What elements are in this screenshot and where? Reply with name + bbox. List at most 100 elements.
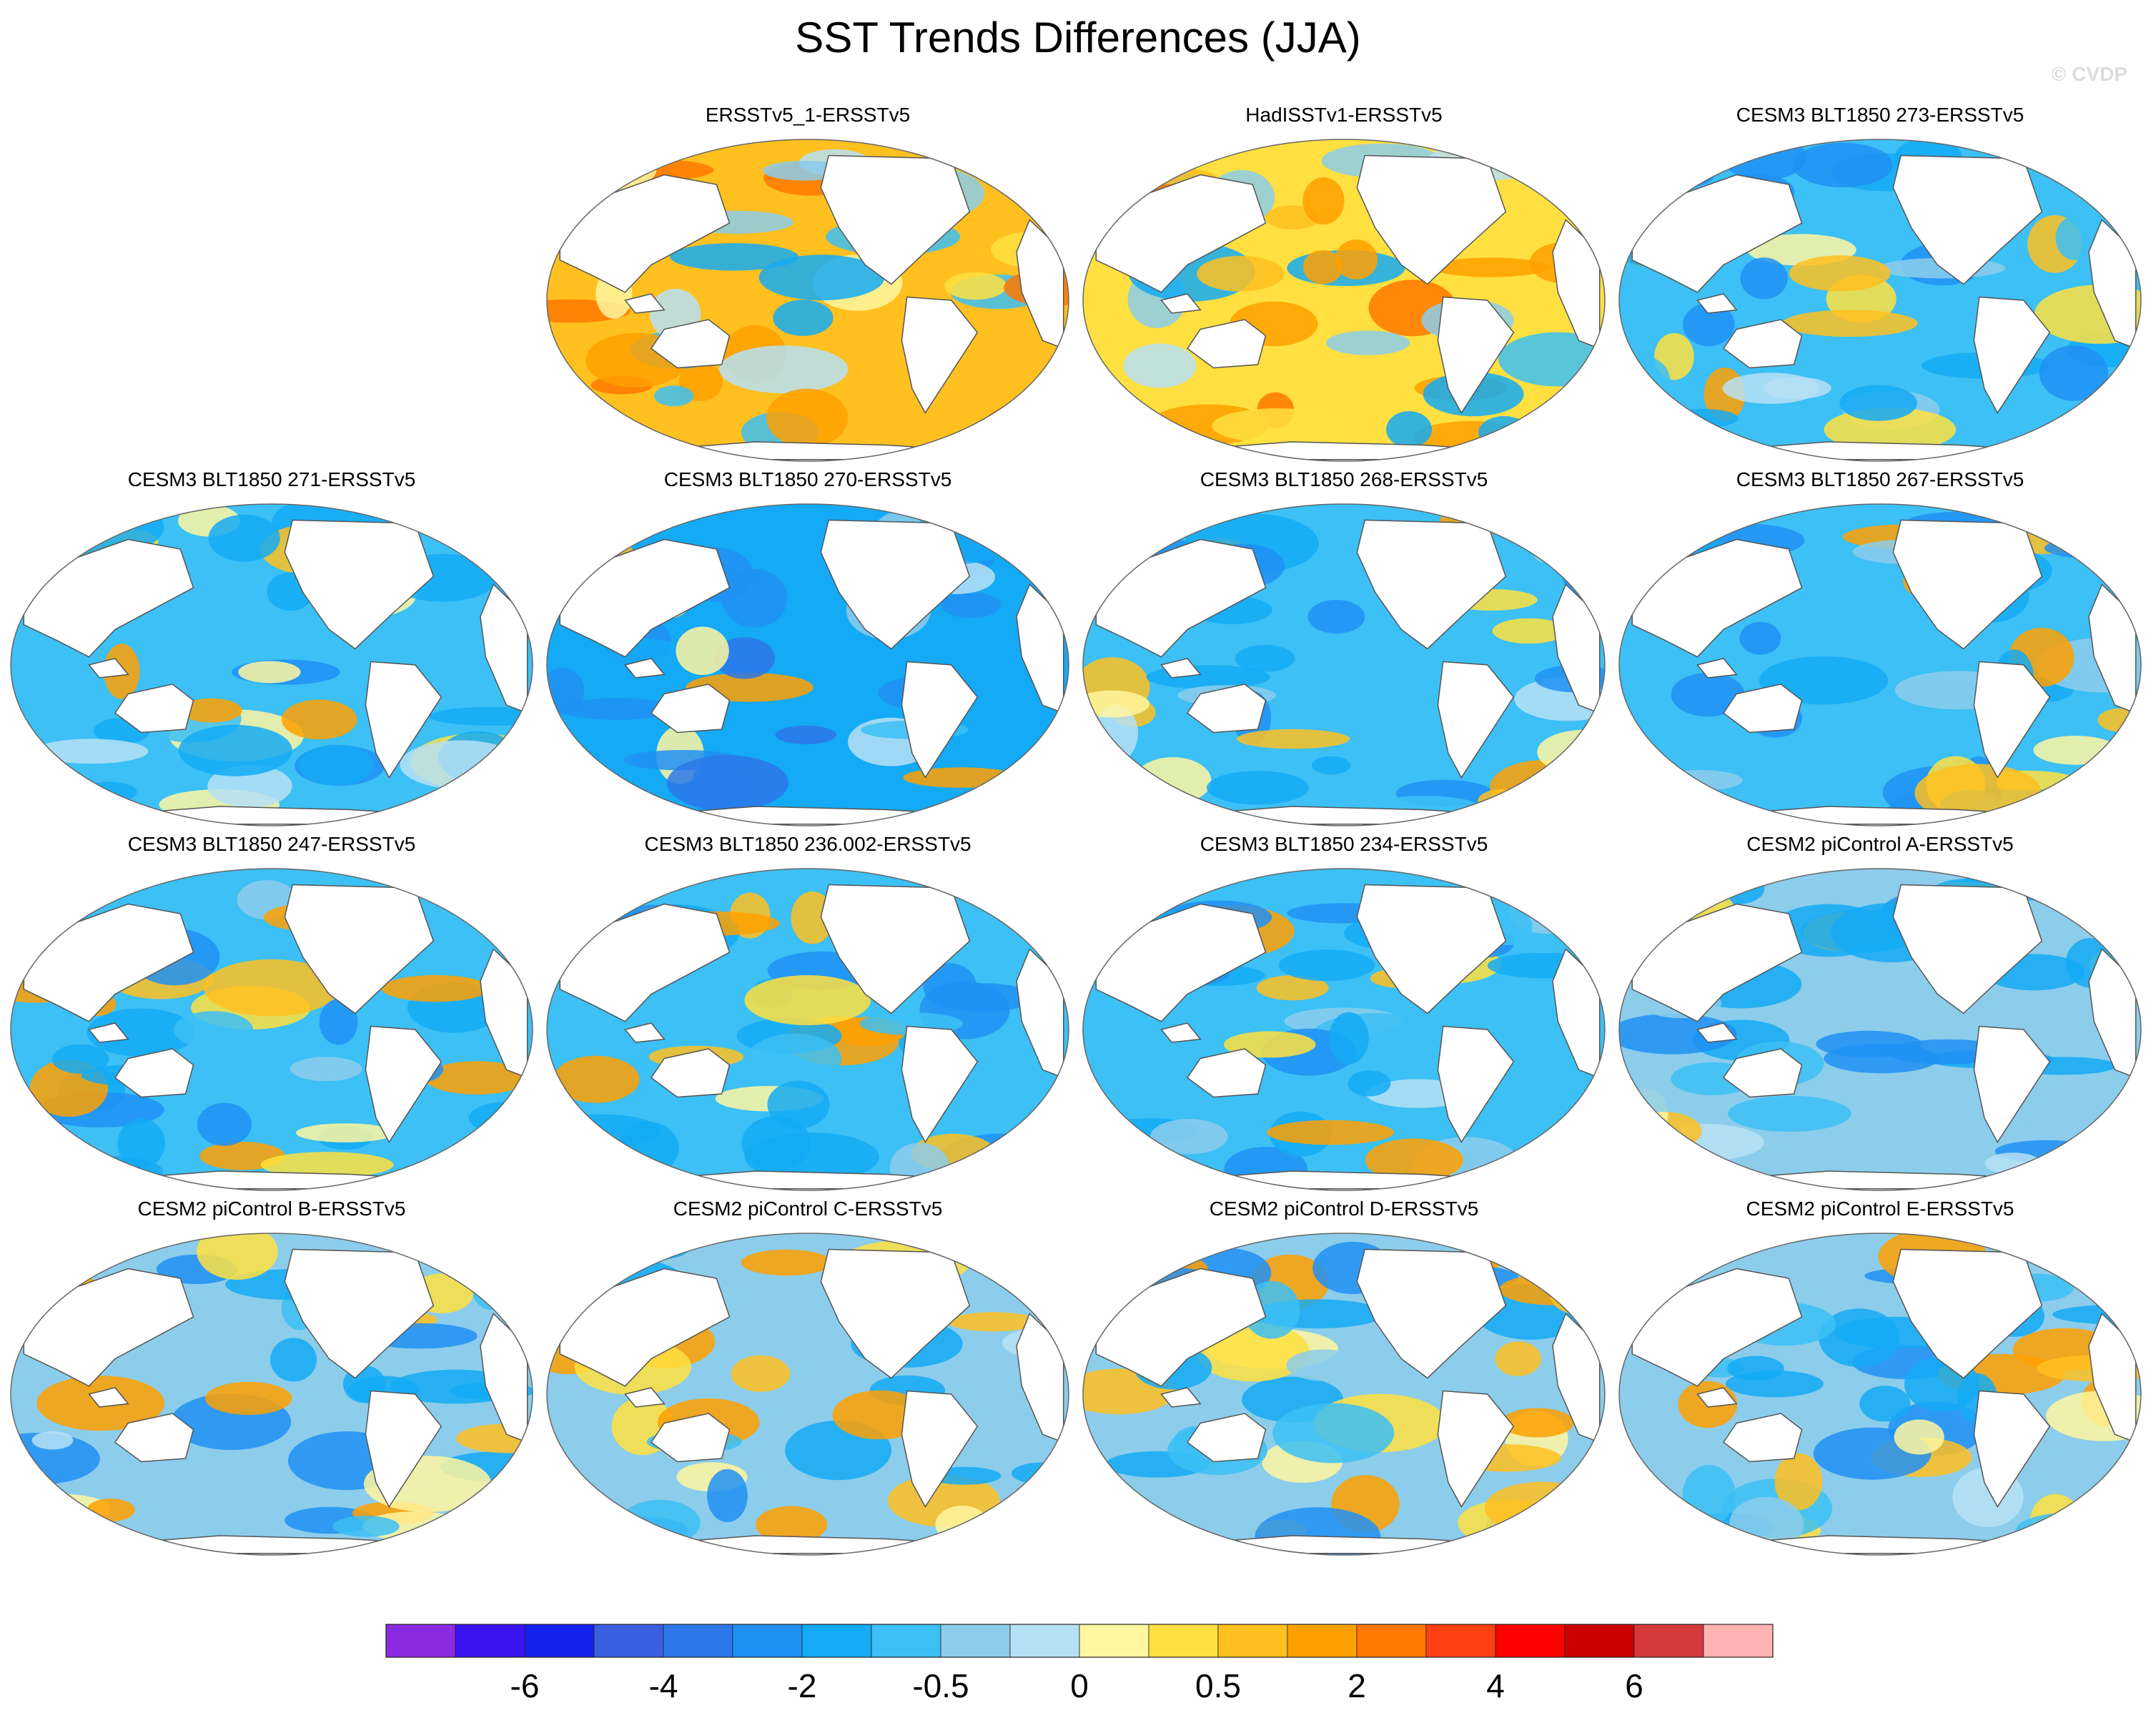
land-mass bbox=[820, 1248, 971, 1379]
land-mass bbox=[1095, 903, 1267, 1022]
land-mass bbox=[1186, 319, 1267, 369]
panel-title: CESM3 BLT1850 270-ERSSTv5 bbox=[664, 468, 952, 490]
land-mass bbox=[901, 1390, 979, 1508]
sst-anomaly-blob bbox=[758, 255, 885, 301]
sst-anomaly-blob bbox=[670, 243, 798, 271]
land-mass bbox=[1631, 903, 1803, 1022]
sst-anomaly-blob bbox=[178, 724, 292, 776]
land-mass bbox=[1696, 658, 1738, 678]
map-outline bbox=[1618, 1233, 2142, 1556]
panel-title: CESM3 BLT1850 268-ERSSTv5 bbox=[1200, 468, 1488, 490]
land-mass bbox=[1631, 538, 1803, 658]
sst-anomaly-blob bbox=[937, 983, 1033, 1012]
map-outline bbox=[1618, 139, 2142, 462]
land-mass bbox=[901, 296, 979, 414]
sst-anomaly-blob bbox=[1150, 1119, 1228, 1155]
sst-anomaly-blob bbox=[1302, 250, 1343, 285]
land-mass bbox=[1973, 296, 2051, 414]
map-panel: CESM2 piControl A-ERSSTv5 bbox=[1618, 833, 2142, 1191]
sst-anomaly-blob bbox=[270, 1338, 317, 1382]
sst-anomaly-blob bbox=[1671, 672, 1745, 717]
colorbar-tick-label: -4 bbox=[649, 1667, 678, 1704]
land-mass bbox=[559, 1268, 731, 1387]
land-mass bbox=[1892, 884, 2043, 1014]
colorbar-tick-label: -0.5 bbox=[912, 1667, 969, 1704]
land-mass bbox=[1160, 293, 1202, 314]
panel-title: CESM3 BLT1850 267-ERSSTv5 bbox=[1736, 468, 2024, 490]
land-mass bbox=[284, 884, 435, 1014]
land-mass bbox=[1722, 1413, 1803, 1463]
sst-anomaly-blob bbox=[1619, 1013, 1738, 1055]
land-mass bbox=[624, 293, 666, 314]
sst-anomaly-blob bbox=[791, 892, 834, 944]
map-outline bbox=[546, 139, 1069, 462]
sst-anomaly-blob bbox=[714, 637, 775, 679]
land-mass bbox=[114, 1048, 194, 1098]
map-panel: CESM3 BLT1850 271-ERSSTv5 bbox=[10, 468, 533, 826]
land-mass bbox=[284, 1248, 435, 1379]
sst-anomaly-blob bbox=[319, 999, 358, 1045]
map-panel: HadISSTv1-ERSSTv5 bbox=[1082, 104, 1606, 462]
sst-anomaly-blob bbox=[1789, 255, 1891, 292]
sst-anomaly-blob bbox=[654, 385, 694, 407]
land-mass bbox=[284, 519, 435, 650]
sst-anomaly-blob bbox=[173, 1011, 254, 1049]
land-mass bbox=[624, 1022, 666, 1043]
sst-anomaly-blob bbox=[747, 1033, 842, 1084]
colorbar-swatch bbox=[1217, 1624, 1288, 1658]
sst-anomaly-blob bbox=[1750, 393, 1848, 436]
sst-anomaly-blob bbox=[2039, 345, 2109, 401]
land-mass bbox=[88, 1387, 129, 1408]
land-mass bbox=[559, 538, 731, 658]
land-mass bbox=[1356, 519, 1507, 650]
sst-anomaly-blob bbox=[1335, 240, 1378, 280]
land-mass bbox=[1722, 683, 1803, 734]
land-mass bbox=[1186, 683, 1267, 734]
colorbar-tick-label: 0 bbox=[1070, 1667, 1089, 1704]
sst-anomaly-blob bbox=[1774, 1453, 1823, 1511]
sst-anomaly-blob bbox=[31, 1431, 74, 1450]
land-mass bbox=[650, 319, 731, 369]
land-mass bbox=[1437, 296, 1515, 414]
sst-anomaly-blob bbox=[1272, 1403, 1395, 1463]
sst-anomaly-blob bbox=[1278, 949, 1375, 982]
sst-anomaly-blob bbox=[2055, 215, 2095, 260]
sst-anomaly-blob bbox=[51, 1044, 109, 1074]
colorbar-swatch bbox=[1287, 1624, 1358, 1658]
sst-anomaly-blob bbox=[1307, 600, 1365, 634]
sst-anomaly-blob bbox=[1197, 255, 1285, 292]
land-mass bbox=[1356, 884, 1507, 1014]
colorbar-swatch bbox=[593, 1624, 664, 1658]
panel-title: HadISSTv1-ERSSTv5 bbox=[1245, 104, 1442, 126]
sst-anomaly-blob bbox=[559, 698, 675, 720]
colorbar-tick-label: -2 bbox=[788, 1667, 817, 1704]
sst-anomaly-blob bbox=[1782, 310, 1918, 337]
colorbar-swatch bbox=[1703, 1624, 1774, 1658]
land-mass bbox=[650, 683, 731, 734]
land-mass bbox=[23, 1268, 194, 1387]
land-mass bbox=[624, 1387, 666, 1408]
sst-anomaly-blob bbox=[744, 1132, 879, 1182]
sst-anomaly-blob bbox=[948, 1312, 1039, 1332]
map-outline bbox=[1082, 139, 1606, 462]
sst-anomaly-blob bbox=[1824, 408, 1957, 452]
panel-title: CESM2 piControl A-ERSSTv5 bbox=[1746, 833, 2013, 855]
colorbar-swatch bbox=[1009, 1624, 1080, 1658]
land-mass bbox=[365, 1025, 442, 1143]
map-outline bbox=[1618, 868, 2142, 1191]
land-mass bbox=[901, 1025, 979, 1143]
colorbar-swatch bbox=[455, 1624, 525, 1658]
sst-anomaly-blob bbox=[204, 959, 340, 1017]
land-mass bbox=[1160, 1022, 1202, 1043]
sst-anomaly-blob bbox=[1329, 1012, 1369, 1065]
land-mass bbox=[1437, 1025, 1515, 1143]
map-outline bbox=[546, 868, 1069, 1191]
sst-anomaly-blob bbox=[86, 1008, 195, 1057]
land-mass bbox=[1356, 154, 1507, 285]
sst-anomaly-blob bbox=[1286, 1349, 1362, 1381]
land-mass bbox=[901, 661, 979, 779]
colorbar-tick-label: 4 bbox=[1486, 1667, 1505, 1704]
sst-anomaly-blob bbox=[1365, 1138, 1463, 1182]
land-mass bbox=[23, 538, 194, 658]
